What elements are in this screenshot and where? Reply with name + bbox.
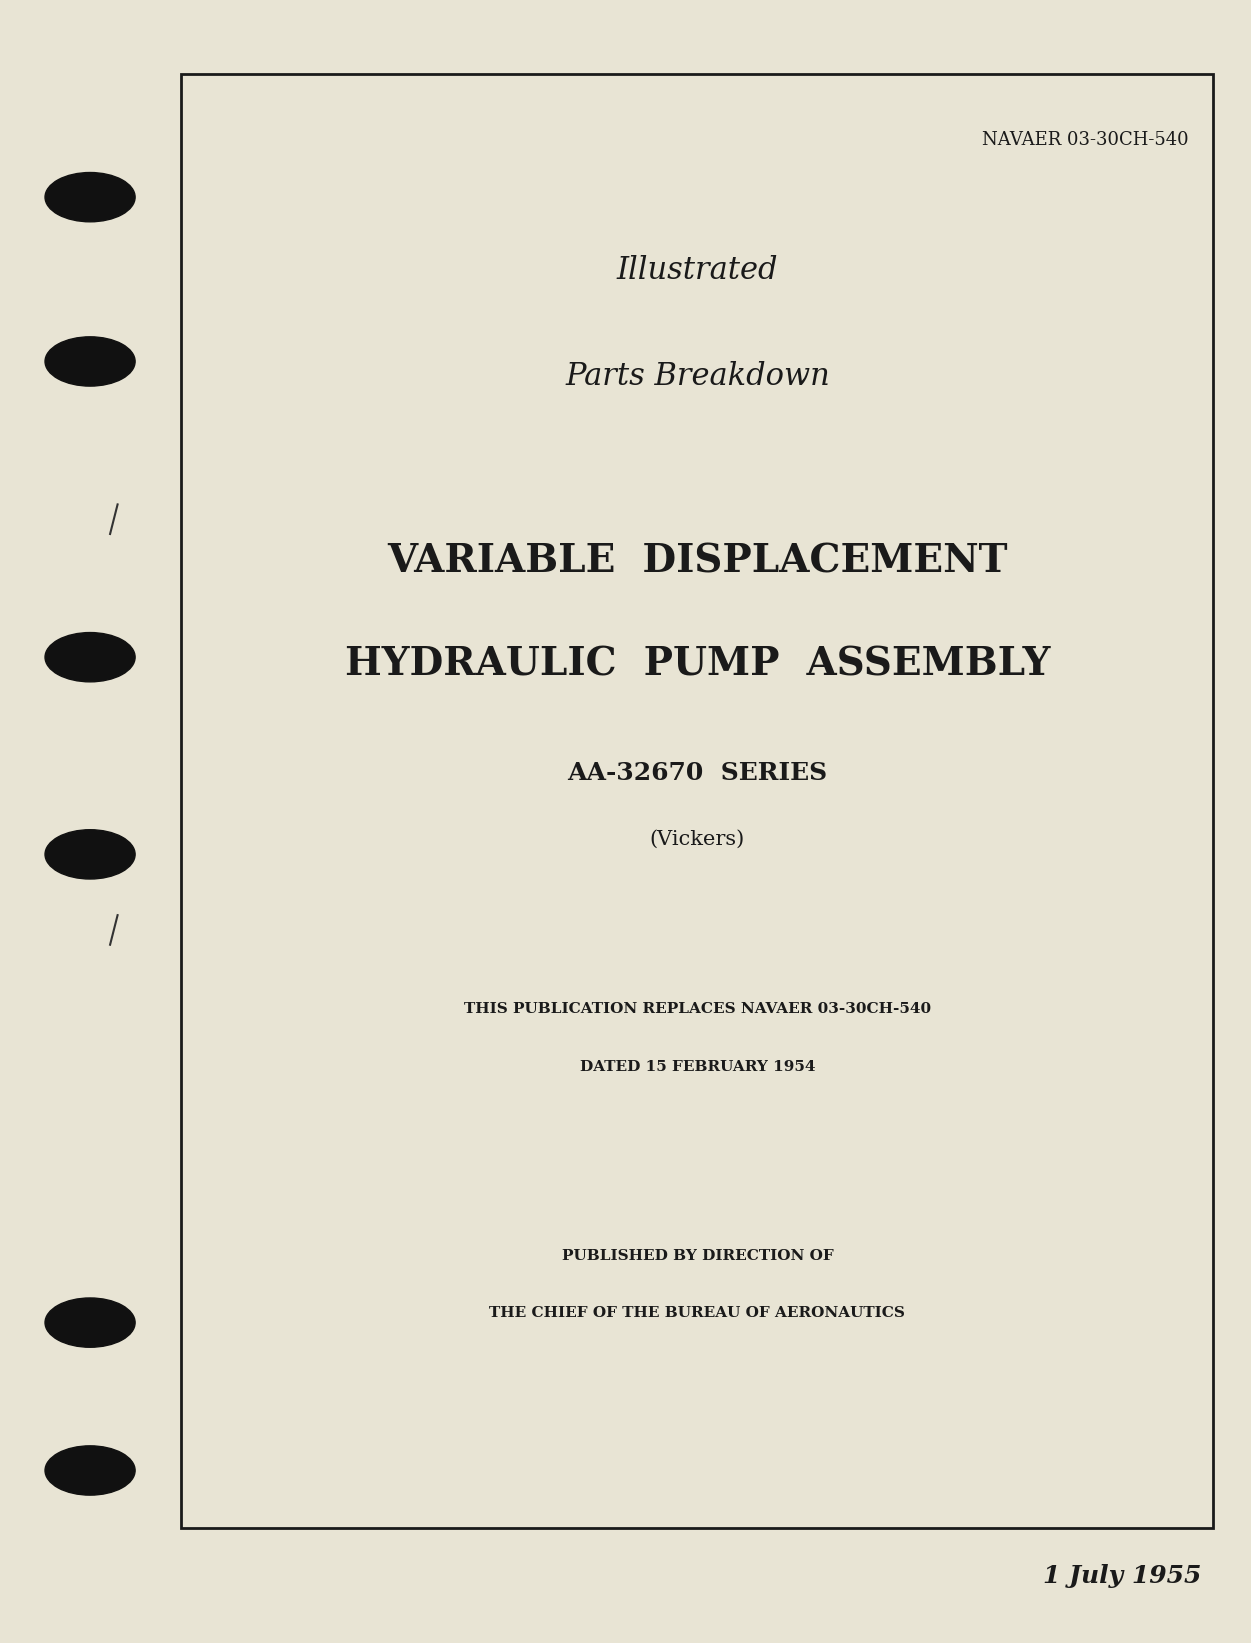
Ellipse shape (45, 633, 135, 682)
Text: VARIABLE  DISPLACEMENT: VARIABLE DISPLACEMENT (387, 542, 1008, 580)
Text: NAVAER 03-30CH-540: NAVAER 03-30CH-540 (982, 131, 1188, 150)
Text: (Vickers): (Vickers) (649, 830, 746, 849)
Text: 1 July 1955: 1 July 1955 (1042, 1564, 1201, 1589)
Ellipse shape (45, 1298, 135, 1347)
Text: HYDRAULIC  PUMP  ASSEMBLY: HYDRAULIC PUMP ASSEMBLY (345, 646, 1050, 683)
Text: THIS PUBLICATION REPLACES NAVAER 03-30CH-540: THIS PUBLICATION REPLACES NAVAER 03-30CH… (464, 1002, 931, 1017)
Ellipse shape (45, 830, 135, 879)
Ellipse shape (45, 1446, 135, 1495)
FancyBboxPatch shape (181, 74, 1213, 1528)
Text: DATED 15 FEBRUARY 1954: DATED 15 FEBRUARY 1954 (579, 1060, 816, 1075)
Text: AA-32670  SERIES: AA-32670 SERIES (568, 761, 827, 785)
Text: THE CHIEF OF THE BUREAU OF AERONAUTICS: THE CHIEF OF THE BUREAU OF AERONAUTICS (489, 1306, 906, 1321)
Text: Illustrated: Illustrated (617, 255, 778, 286)
Ellipse shape (45, 337, 135, 386)
Text: PUBLISHED BY DIRECTION OF: PUBLISHED BY DIRECTION OF (562, 1249, 833, 1263)
Ellipse shape (45, 173, 135, 222)
Text: Parts Breakdown: Parts Breakdown (565, 361, 829, 393)
